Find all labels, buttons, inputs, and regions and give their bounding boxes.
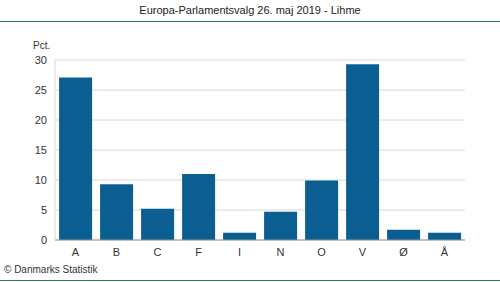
html-text:© Danmarks Statistik: © Danmarks Statistik xyxy=(4,264,98,275)
svg-text:Ø: Ø xyxy=(399,246,408,258)
svg-text:C: C xyxy=(154,246,162,258)
svg-text:30: 30 xyxy=(35,54,47,66)
svg-text:20: 20 xyxy=(35,114,47,126)
svg-text:5: 5 xyxy=(41,204,47,216)
svg-text:I: I xyxy=(238,246,241,258)
svg-text:Å: Å xyxy=(441,246,449,258)
svg-text:B: B xyxy=(113,246,120,258)
svg-text:N: N xyxy=(277,246,285,258)
svg-text:25: 25 xyxy=(35,84,47,96)
html-text:Pct.: Pct. xyxy=(33,40,51,51)
svg-text:10: 10 xyxy=(35,174,47,186)
svg-text:O: O xyxy=(317,246,326,258)
html-text:Europa-Parlamentsvalg 26. maj: Europa-Parlamentsvalg 26. maj 2019 - Lih… xyxy=(139,4,361,16)
svg-text:0: 0 xyxy=(41,234,47,246)
svg-text:15: 15 xyxy=(35,144,47,156)
svg-text:A: A xyxy=(72,246,80,258)
svg-text:V: V xyxy=(359,246,367,258)
svg-text:F: F xyxy=(195,246,202,258)
